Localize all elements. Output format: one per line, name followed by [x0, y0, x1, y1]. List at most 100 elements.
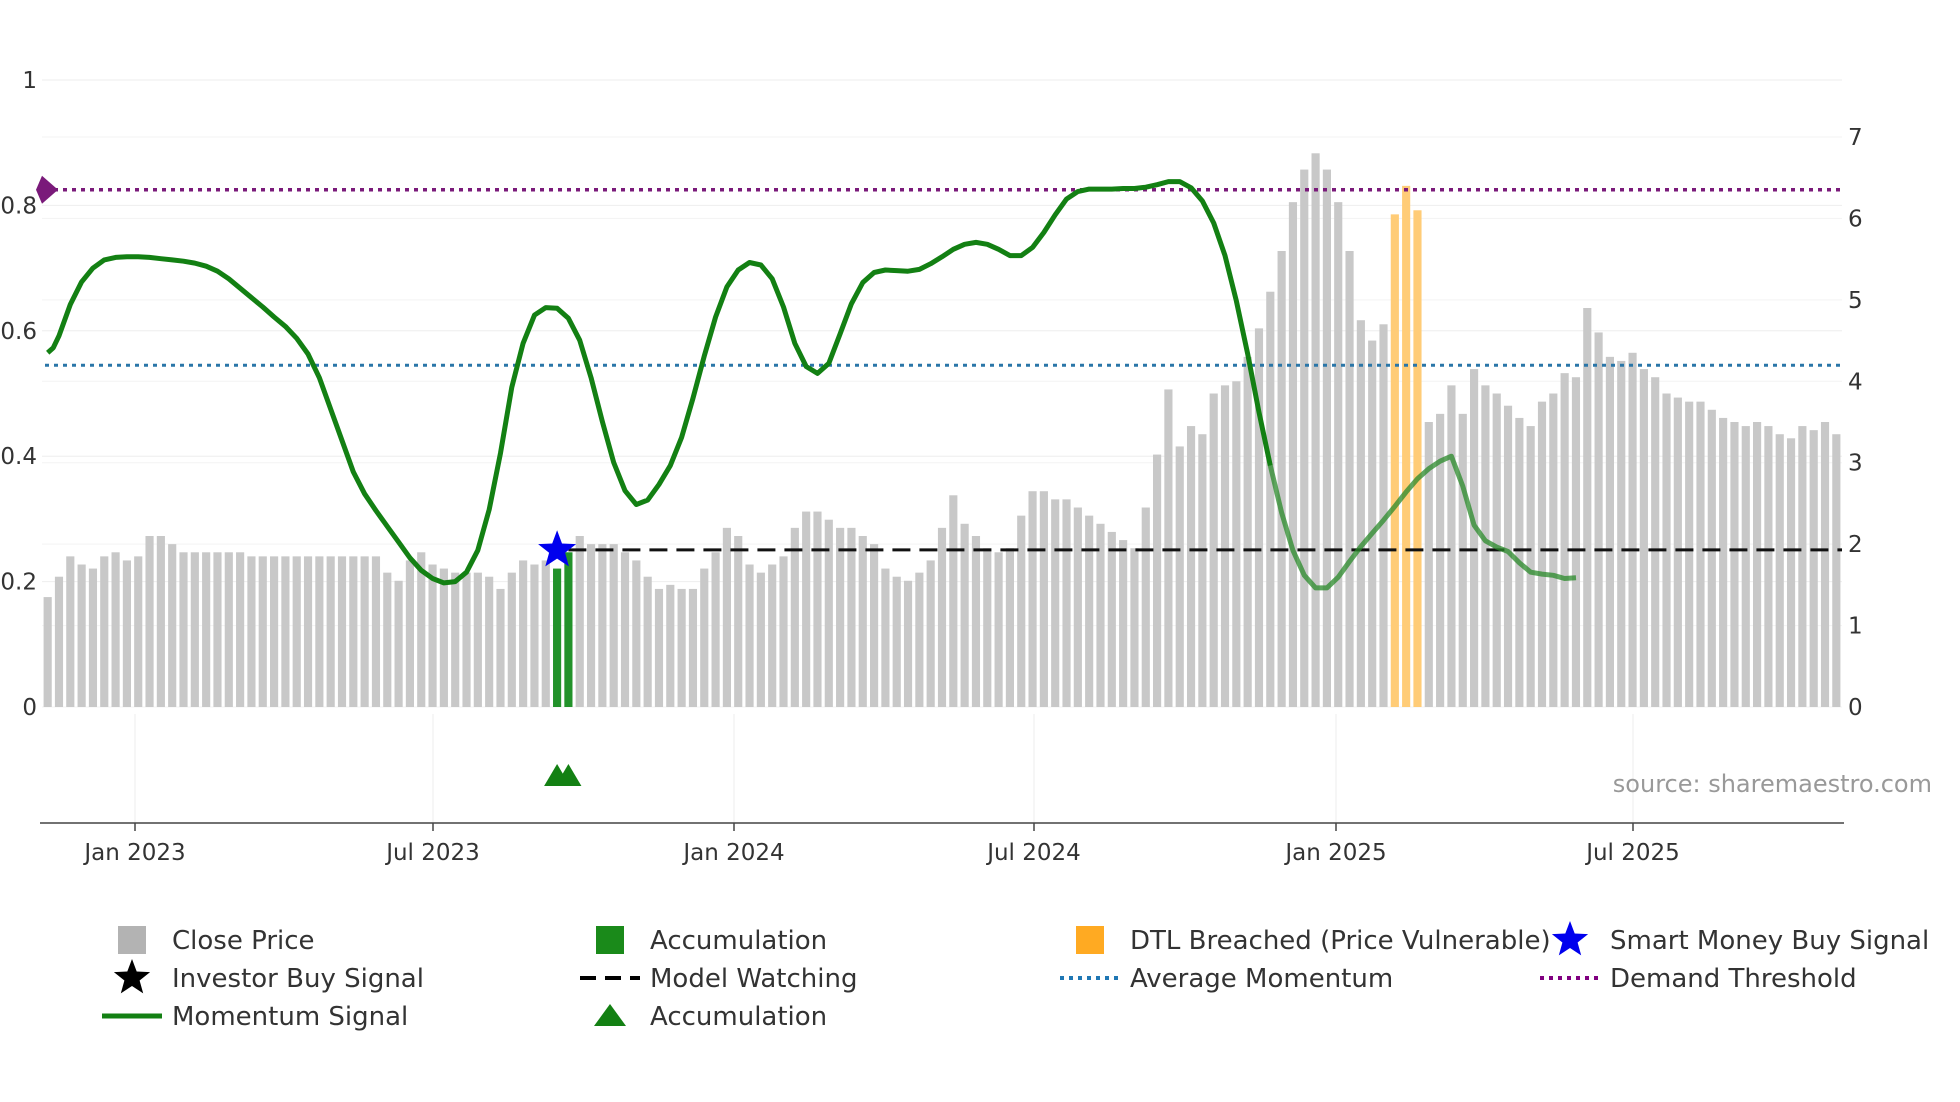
close-price-bar: [145, 536, 154, 707]
close-price-bar: [836, 527, 845, 707]
close-price-bar: [824, 519, 833, 707]
close-price-bar: [315, 556, 324, 707]
legend-item: Average Momentum: [1060, 964, 1393, 994]
close-price-bar: [1322, 169, 1331, 708]
close-price-bar: [1209, 393, 1218, 707]
accumulation-triangle: [555, 764, 582, 786]
close-price-bar: [1141, 507, 1150, 707]
close-price-bar: [1107, 531, 1116, 707]
close-price-bar: [666, 584, 675, 707]
close-price-bar: [1617, 360, 1626, 707]
legend-label: Demand Threshold: [1610, 964, 1857, 994]
right-y-tick-label: 2: [1848, 532, 1863, 558]
close-price-bar: [654, 588, 664, 707]
legend-label: Model Watching: [650, 964, 857, 994]
right-y-tick-label: 1: [1848, 614, 1863, 640]
close-price-bar: [1096, 523, 1105, 707]
momentum-signal-line: [46, 179, 1577, 591]
legend-item: Momentum Signal: [102, 1002, 408, 1032]
close-price-bar: [858, 536, 867, 707]
close-price-bar: [1583, 308, 1592, 707]
close-price-bar: [1266, 291, 1275, 707]
right-y-tick-label: 0: [1848, 695, 1863, 721]
close-price-bar: [417, 552, 426, 707]
legend-item: Close Price: [118, 926, 315, 956]
close-price-bar: [360, 556, 369, 707]
close-price-bar: [224, 552, 233, 707]
close-price-bar: [1798, 426, 1807, 707]
close-price-bar: [541, 560, 550, 707]
close-price-bar: [1719, 417, 1728, 707]
accumulation-bar: [553, 568, 562, 707]
close-price-bar: [870, 544, 879, 707]
close-price-bar: [1651, 377, 1660, 707]
close-price-bar: [1334, 202, 1343, 707]
close-price-bar: [847, 527, 856, 707]
left-y-tick-label: 0.6: [0, 319, 37, 345]
close-price-bar: [1571, 377, 1581, 707]
close-price-bar: [507, 572, 516, 707]
close-price-bar: [156, 536, 165, 707]
close-price-bar: [620, 552, 630, 707]
legend-item: Accumulation: [596, 926, 827, 956]
close-price-bar: [1605, 356, 1614, 707]
right-y-tick-label: 6: [1848, 206, 1863, 232]
legend-item: Accumulation: [594, 1002, 827, 1032]
close-price-bar: [1764, 426, 1773, 707]
legend-label: DTL Breached (Price Vulnerable): [1130, 926, 1551, 956]
legend-star-icon: [113, 959, 151, 994]
close-price-bar: [292, 556, 301, 707]
close-price-bar: [1820, 422, 1830, 707]
close-price-bar: [1503, 405, 1513, 707]
close-price-bar: [1741, 426, 1750, 707]
close-price-bar: [1685, 401, 1694, 707]
close-price-bar: [1175, 446, 1184, 707]
left-y-tick-label: 0.2: [0, 570, 37, 596]
close-price-bar: [349, 556, 358, 707]
close-price-bar: [1730, 422, 1739, 707]
close-price-bar: [598, 544, 607, 707]
accumulation-bar: [564, 552, 573, 707]
legend-label: Momentum Signal: [172, 1002, 408, 1032]
close-price-bar: [677, 588, 686, 707]
x-tick-label: Jul 2023: [384, 840, 480, 866]
close-price-bar: [1198, 434, 1207, 707]
right-y-tick-label: 5: [1848, 288, 1863, 314]
close-price-bar: [1458, 413, 1467, 707]
x-tick-label: Jan 2025: [1283, 840, 1386, 866]
x-tick-label: Jul 2025: [1584, 840, 1680, 866]
close-price-bar: [802, 511, 811, 707]
close-price-bar: [1447, 385, 1456, 707]
close-price-bar: [1232, 381, 1241, 707]
legend-swatch: [1076, 926, 1104, 954]
legend-label: Accumulation: [650, 926, 827, 956]
close-price-bar: [1220, 385, 1230, 707]
close-price-bar: [779, 556, 788, 707]
close-price-bar: [1662, 393, 1671, 707]
signal-markers: [538, 530, 582, 786]
grid-lines: [42, 79, 1842, 823]
close-price-bar: [1639, 369, 1648, 707]
dtl-breached-bar: [1413, 210, 1422, 708]
close-price-bar: [881, 568, 890, 707]
close-price-bar: [892, 576, 901, 707]
legend: Close Price Accumulation DTL Breached (Pri…: [102, 921, 1929, 1032]
close-price-bar: [1005, 548, 1014, 707]
close-price-bar: [439, 568, 448, 707]
close-price-bar: [519, 560, 528, 707]
close-price-bar: [960, 523, 969, 707]
close-price-bar: [903, 580, 913, 707]
close-price-bar: [202, 552, 211, 707]
close-price-bar: [1786, 438, 1796, 707]
close-price-bar: [54, 576, 64, 707]
close-price-bar: [700, 568, 709, 707]
left-y-tick-label: 1: [22, 68, 37, 94]
close-price-bar: [1277, 251, 1286, 707]
close-price-bar: [722, 527, 731, 707]
close-price-bar: [451, 572, 460, 707]
legend-label: Smart Money Buy Signal: [1610, 926, 1929, 956]
close-price-bar: [688, 588, 698, 707]
legend-label: Average Momentum: [1130, 964, 1393, 994]
close-price-bar: [326, 556, 335, 707]
